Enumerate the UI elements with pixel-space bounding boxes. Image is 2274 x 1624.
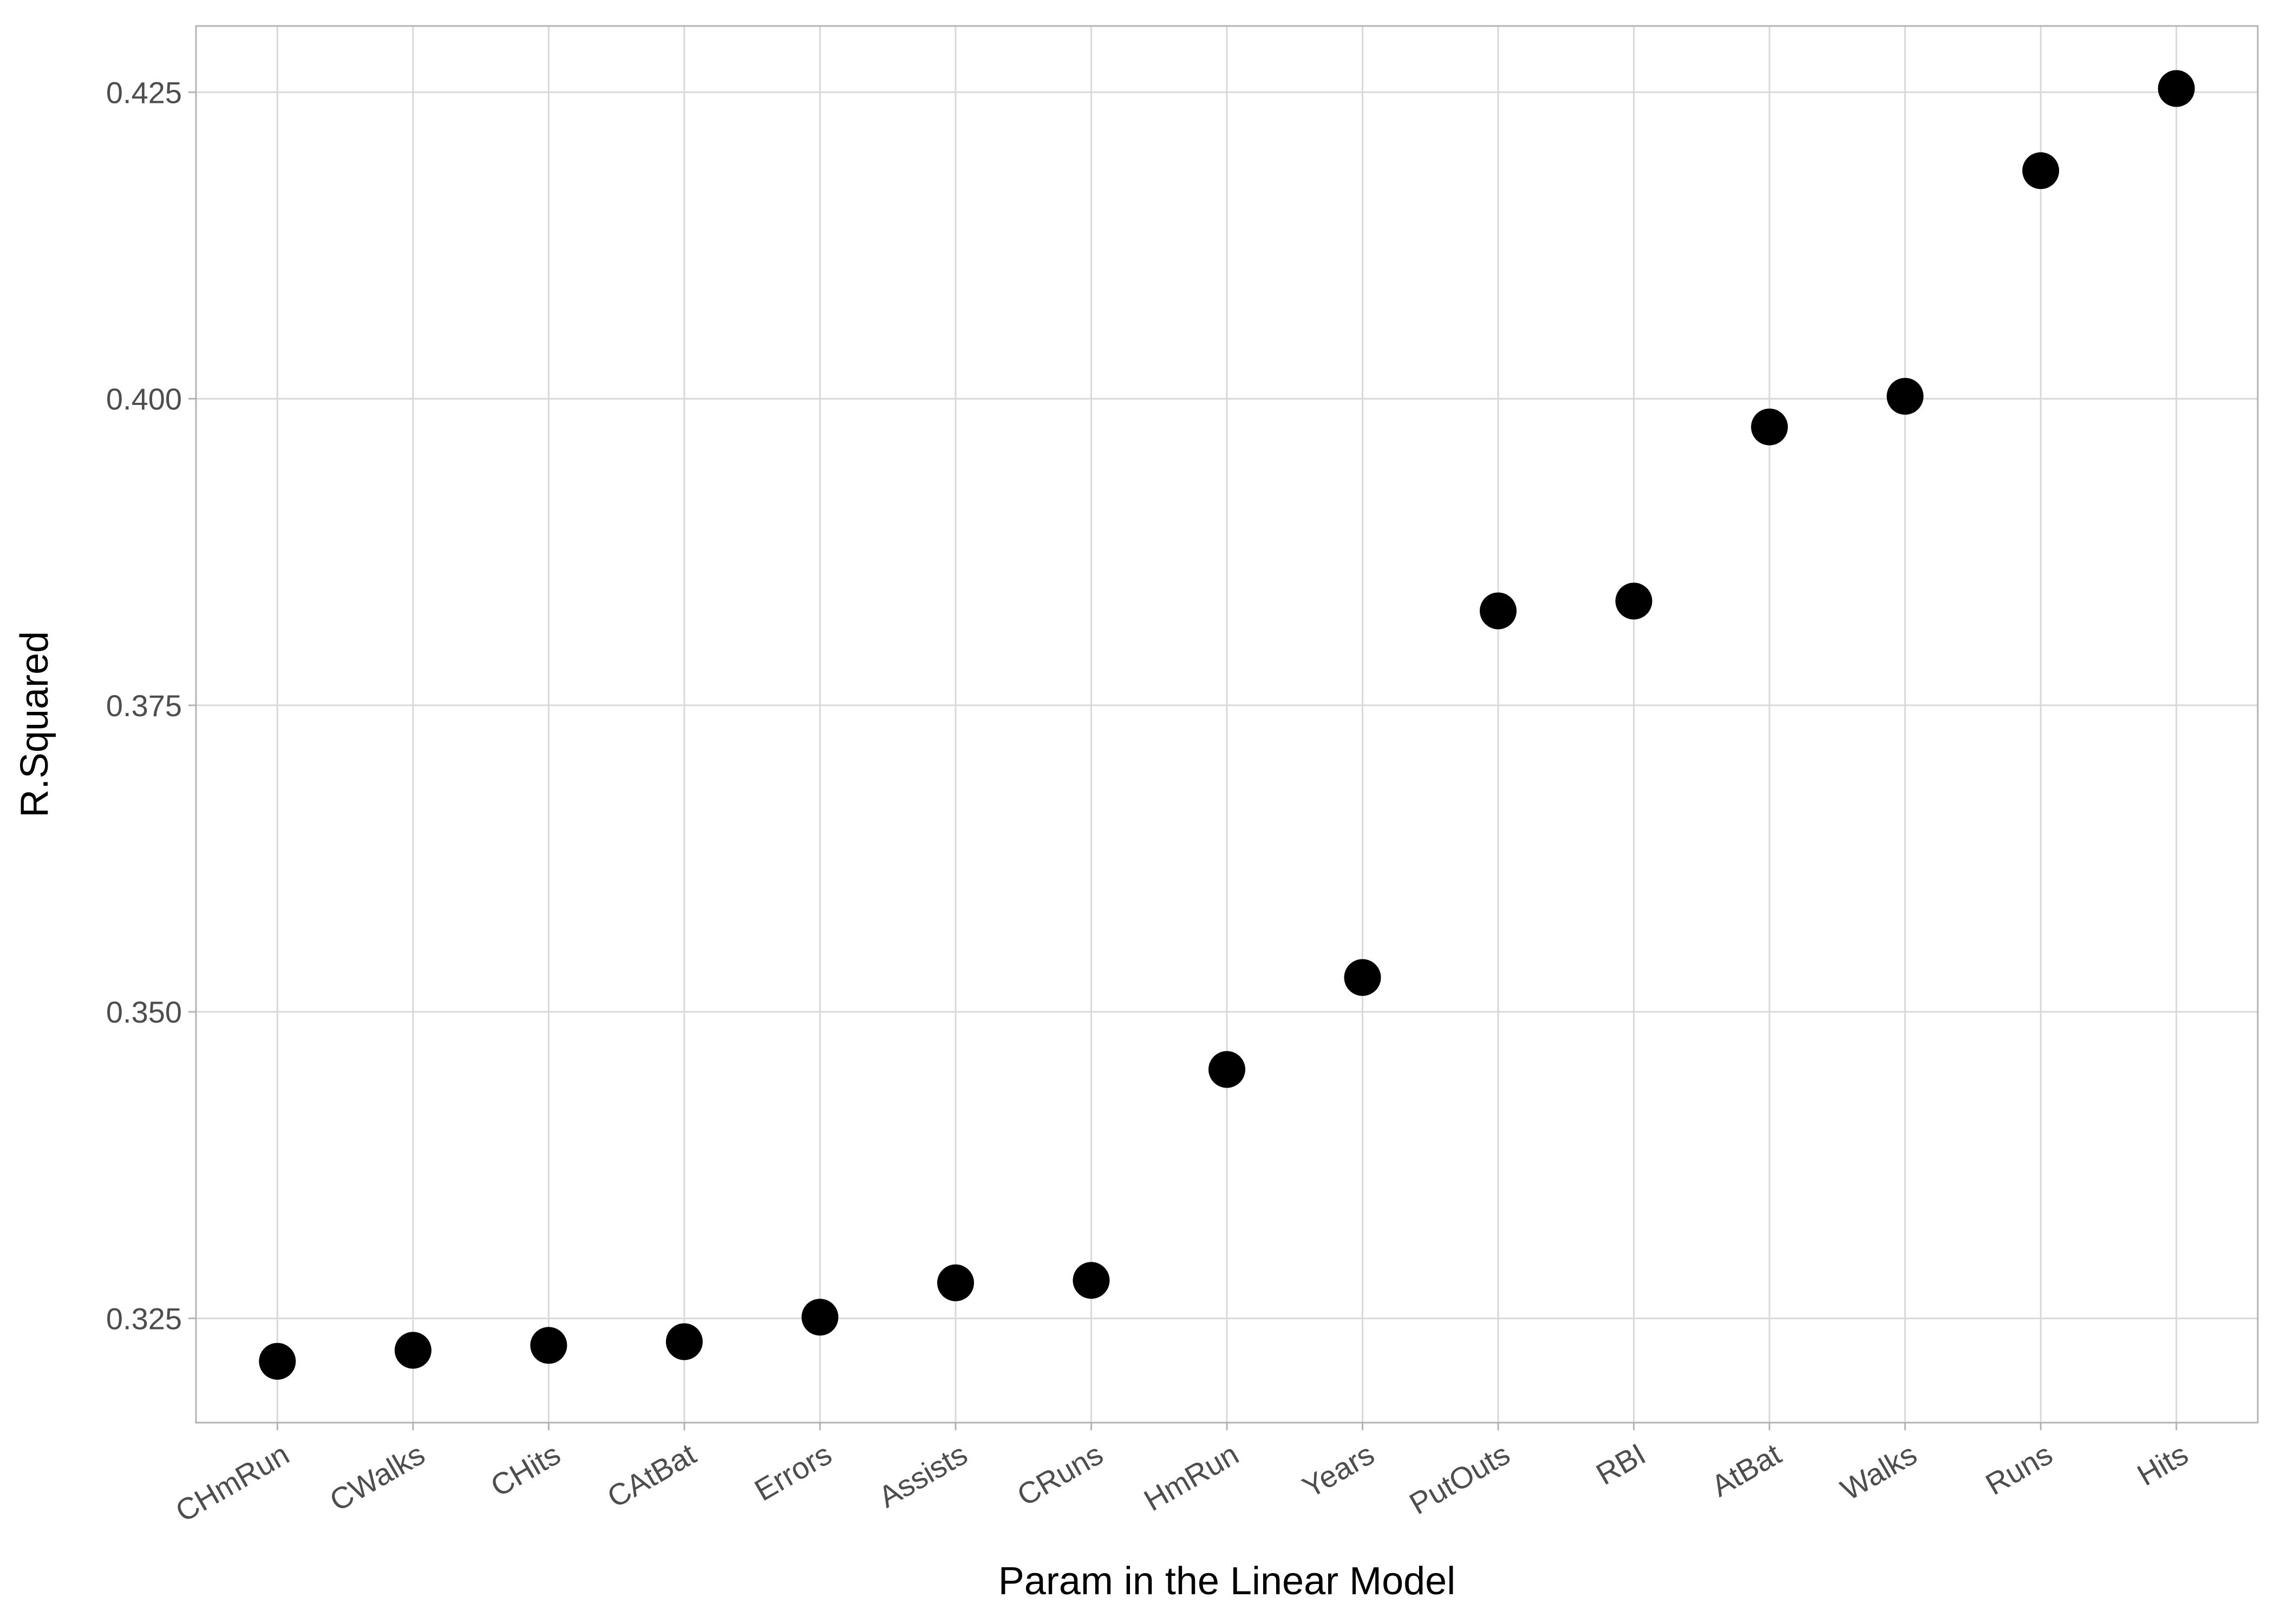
x-tick-label: Hits bbox=[2132, 1437, 2194, 1492]
x-tick-label: RBI bbox=[1590, 1437, 1651, 1491]
y-tick-label: 0.400 bbox=[106, 382, 182, 416]
x-tick-label: CRuns bbox=[1011, 1437, 1109, 1512]
y-tick-label: 0.375 bbox=[106, 689, 182, 723]
y-tick-label: 0.325 bbox=[106, 1301, 182, 1335]
data-point bbox=[1344, 959, 1381, 996]
data-point bbox=[1751, 408, 1788, 446]
x-tick-label: Walks bbox=[1835, 1437, 1923, 1507]
data-point bbox=[937, 1264, 974, 1301]
data-point bbox=[665, 1323, 703, 1360]
data-point bbox=[530, 1327, 567, 1364]
x-tick-label: CHits bbox=[485, 1437, 566, 1503]
data-point bbox=[2022, 152, 2060, 189]
x-tick-label: Runs bbox=[1979, 1437, 2058, 1502]
x-tick-label: PutOuts bbox=[1403, 1437, 1515, 1521]
data-point bbox=[2158, 70, 2195, 107]
grid-layer bbox=[196, 26, 2258, 1423]
data-point bbox=[394, 1332, 432, 1369]
x-tick-label: Assists bbox=[873, 1437, 973, 1514]
data-point bbox=[1073, 1262, 1110, 1299]
x-tick-label: CWalks bbox=[324, 1437, 430, 1518]
x-tick-label: HmRun bbox=[1138, 1437, 1244, 1517]
data-point bbox=[259, 1343, 296, 1380]
data-point bbox=[1480, 592, 1517, 630]
y-tick-label: 0.425 bbox=[106, 75, 182, 109]
data-point bbox=[1208, 1051, 1245, 1088]
points-layer bbox=[259, 70, 2195, 1380]
x-tick-label: AtBat bbox=[1706, 1437, 1787, 1503]
tick-marks bbox=[188, 91, 2178, 1430]
x-tick-label: Years bbox=[1297, 1437, 1380, 1504]
data-point bbox=[1615, 582, 1652, 620]
data-point bbox=[1886, 378, 1924, 415]
x-tick-label: CHmRun bbox=[169, 1437, 295, 1529]
x-tick-label: CAtBat bbox=[602, 1437, 702, 1514]
x-tick-label: Errors bbox=[749, 1437, 838, 1508]
y-tick-label: 0.350 bbox=[106, 995, 182, 1029]
x-tick-labels: CHmRun CWalks CHits CAtBat Errors Assists CRun… bbox=[169, 1437, 2193, 1529]
y-axis-title: R.Squared bbox=[13, 631, 56, 817]
data-point bbox=[801, 1299, 839, 1336]
y-tick-labels: 0.325 0.350 0.375 0.400 0.425 bbox=[106, 75, 182, 1335]
x-axis-title: Param in the Linear Model bbox=[998, 1560, 1455, 1603]
